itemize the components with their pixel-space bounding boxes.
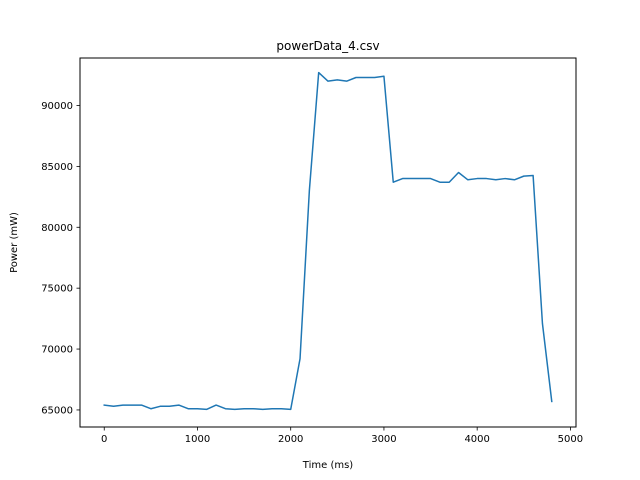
y-tick-label: 80000 [41, 223, 73, 234]
x-axis: 0 1000 2000 3000 4000 5000 [101, 427, 583, 445]
x-tick-label: 0 [101, 434, 107, 445]
x-tick-label: 3000 [371, 434, 396, 445]
x-tick-label: 4000 [464, 434, 489, 445]
x-tick-label: 1000 [185, 434, 210, 445]
y-axis-label: Power (mW) [9, 212, 20, 273]
chart-title: powerData_4.csv [276, 39, 379, 53]
plot-frame [79, 57, 577, 428]
y-tick-label: 65000 [41, 405, 73, 416]
y-tick-label: 90000 [41, 101, 73, 112]
y-tick-label: 70000 [41, 345, 73, 356]
y-tick-label: 75000 [41, 284, 73, 295]
x-tick-label: 2000 [278, 434, 303, 445]
x-axis-label: Time (ms) [302, 460, 354, 471]
y-axis: 65000 70000 75000 80000 85000 90000 [41, 101, 80, 416]
y-tick-label: 85000 [41, 162, 73, 173]
x-tick-label: 5000 [558, 434, 583, 445]
series-line-0 [103, 71, 553, 411]
series-layer [103, 71, 553, 411]
